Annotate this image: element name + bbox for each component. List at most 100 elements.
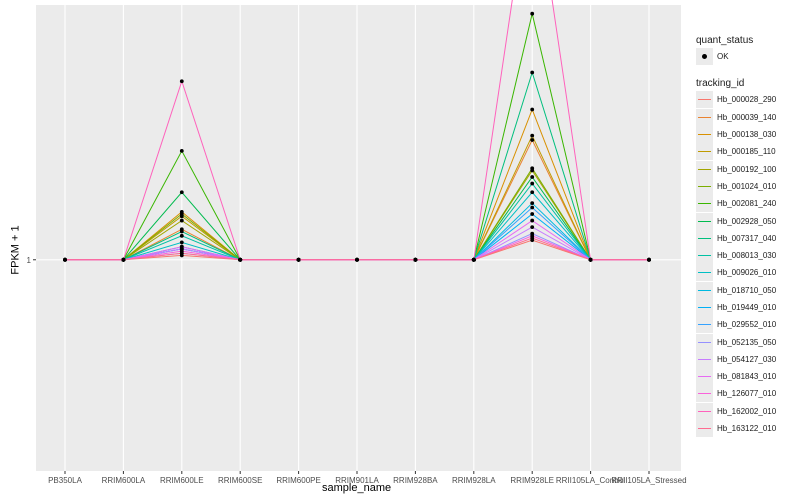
data-point [179, 79, 184, 84]
legend-key [696, 212, 713, 230]
legend-key [696, 91, 713, 109]
data-point [530, 201, 535, 206]
legend-line-swatch [698, 358, 711, 360]
legend-label: Hb_000185_110 [717, 147, 776, 157]
y-axis-ticks: 1 [27, 256, 36, 265]
legend-label: Hb_018710_050 [717, 285, 777, 295]
legend-line-swatch [698, 393, 711, 395]
legend-key [696, 108, 713, 126]
x-tick-label: RRIM928LA [452, 476, 496, 485]
legend-key [696, 402, 713, 420]
legend-label: Hb_002081_240 [717, 199, 777, 209]
legend-entry: Hb_163122_010 [696, 420, 796, 438]
legend-line-swatch [698, 220, 711, 222]
data-point [238, 257, 243, 262]
data-point [530, 138, 535, 142]
legend-key [696, 48, 713, 66]
data-point [179, 240, 184, 245]
data-point [296, 257, 301, 262]
data-point [530, 70, 535, 75]
legend-label: Hb_000138_030 [717, 130, 777, 140]
legend-key [696, 368, 713, 386]
legend-entry: Hb_007317_040 [696, 229, 796, 247]
data-point [530, 166, 535, 171]
legend-line-swatch [698, 151, 711, 153]
legend-key [696, 160, 713, 178]
legend-entry: Hb_052135_050 [696, 333, 796, 351]
legend-key [696, 281, 713, 299]
data-point [530, 205, 535, 210]
legend-entry: Hb_000138_030 [696, 126, 796, 144]
legend-label: Hb_007317_040 [717, 233, 777, 243]
data-point [530, 107, 535, 112]
legend-entry: Hb_009026_010 [696, 264, 796, 282]
legend-label: Hb_163122_010 [717, 424, 777, 434]
legend-label: Hb_054127_030 [717, 354, 777, 364]
legend-title-quant-status: quant_status [696, 35, 754, 46]
data-point [121, 257, 126, 262]
y-axis-title: FPKM + 1 [9, 225, 22, 275]
x-tick-label: RRII105LA_Control [556, 476, 626, 485]
legend-line-swatch [698, 185, 711, 187]
legend-label: Hb_029552_010 [717, 320, 777, 330]
data-point [647, 257, 651, 262]
legend-quant-status-entries: OK [696, 48, 796, 66]
legend: quant_status OK tracking_id Hb_000028_29… [696, 34, 796, 438]
legend-point-swatch [702, 54, 707, 60]
legend-entry: Hb_000185_110 [696, 143, 796, 161]
series-points [63, 11, 651, 262]
legend-label: Hb_052135_050 [717, 337, 777, 347]
data-point [413, 257, 418, 262]
legend-entry: Hb_029552_010 [696, 316, 796, 334]
data-point [471, 257, 476, 262]
x-axis-title: sample_name [322, 482, 392, 494]
data-point [530, 181, 535, 186]
legend-label: Hb_002928_050 [717, 216, 777, 226]
legend-entry: Hb_126077_010 [696, 385, 796, 403]
legend-line-swatch [698, 410, 711, 412]
legend-label: OK [717, 52, 729, 62]
data-point [530, 133, 535, 138]
legend-line-swatch [698, 307, 711, 308]
data-point [179, 190, 184, 195]
legend-entry: Hb_001024_010 [696, 177, 796, 195]
legend-label: Hb_001024_010 [717, 181, 777, 191]
legend-key [696, 177, 713, 195]
data-point [530, 236, 535, 240]
legend-line-swatch [698, 116, 711, 118]
x-tick-label: RRII105LA_Stressed [611, 476, 686, 485]
legend-entry: Hb_019449_010 [696, 299, 796, 316]
legend-key [696, 229, 713, 247]
data-point [179, 212, 184, 216]
legend-label: Hb_162002_010 [717, 406, 777, 416]
legend-key [696, 385, 713, 403]
legend-key [696, 126, 713, 144]
legend-line-swatch [698, 168, 711, 170]
legend-key [696, 247, 713, 265]
legend-key [696, 316, 713, 334]
x-tick-label: RRIM901LA [335, 476, 379, 485]
x-tick-label: RRIM928LE [510, 476, 554, 485]
x-tick-label: PB350LA [48, 476, 82, 485]
y-tick-label: 1 [27, 256, 32, 265]
legend-key [696, 195, 713, 213]
legend-entry: Hb_002081_240 [696, 195, 796, 213]
legend-label: Hb_000039_140 [717, 112, 777, 122]
data-point [355, 257, 359, 262]
data-point [530, 11, 535, 16]
legend-entry: Hb_081843_010 [696, 368, 796, 386]
data-point [63, 257, 67, 262]
legend-line-swatch [698, 324, 711, 326]
legend-line-swatch [698, 272, 711, 274]
legend-entry: Hb_008013_030 [696, 247, 796, 265]
data-point [179, 218, 184, 223]
x-tick-label: RRIM600LA [102, 476, 146, 485]
data-point [530, 212, 535, 216]
legend-key [696, 143, 713, 161]
legend-key [696, 264, 713, 282]
legend-line-swatch [698, 376, 711, 378]
legend-entry: Hb_000028_290 [696, 91, 796, 109]
legend-line-swatch [698, 203, 711, 205]
legend-line-swatch [698, 428, 711, 430]
